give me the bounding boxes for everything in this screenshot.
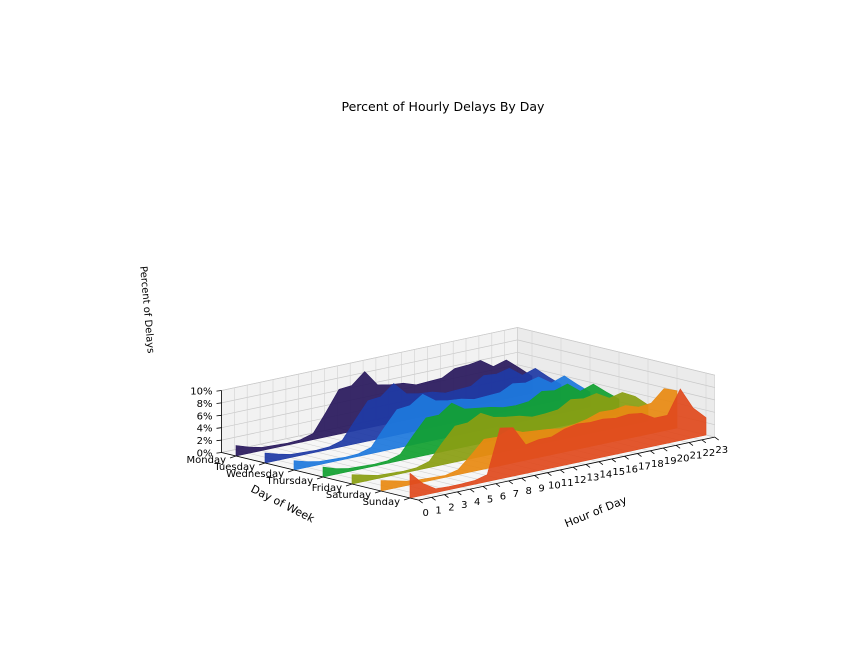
z-tick: [216, 427, 222, 429]
y-axis-label: Day of Week: [249, 482, 317, 525]
hour-tick-label: 18: [651, 459, 664, 470]
hour-gridline: [234, 387, 432, 498]
hour-tick: [547, 472, 552, 477]
hour-tick-label: 10: [548, 481, 561, 492]
hour-tick-label: 7: [513, 489, 519, 500]
day-tick: [258, 462, 266, 466]
hour-tick-label: 0: [423, 508, 429, 519]
hour-tick-label: 16: [625, 464, 638, 475]
day-tick: [316, 476, 324, 480]
z-tick-label: 8%: [197, 399, 213, 410]
hour-tick-label: 21: [690, 451, 703, 462]
hour-tick-label: 8: [525, 486, 531, 497]
hour-gridline: [311, 371, 509, 482]
hour-tick-label: 17: [638, 462, 651, 473]
z-tick: [216, 402, 222, 404]
day-tick: [287, 469, 295, 473]
axes-layer: 0% 2%4% 6%8%10% MondayTuesdayWednesdayThurs…: [187, 387, 729, 520]
hour-tick-label: 13: [587, 472, 600, 483]
hour-tick-label: 23: [715, 445, 728, 456]
hour-tick: [585, 464, 591, 468]
z-tick: [216, 439, 222, 442]
hour-tick: [444, 494, 449, 498]
hour-tick: [650, 450, 655, 455]
hour-tick: [469, 488, 475, 493]
hour-tick-label: 9: [538, 483, 544, 494]
day-tick-label: Sunday: [363, 497, 400, 508]
hour-tick-label: 6: [500, 492, 506, 503]
hour-gridline: [285, 376, 484, 487]
day-axis-line: [221, 452, 419, 501]
hour-tick: [431, 497, 436, 501]
day-tick-label: Saturday: [326, 490, 371, 501]
hour-axis-line: [418, 436, 715, 501]
hour-tick-label: 4: [474, 497, 480, 508]
z-tick: [216, 390, 222, 392]
hour-tick: [534, 475, 539, 479]
z-tick: [216, 452, 222, 454]
z-tick-label: 2%: [197, 436, 213, 447]
chart-title: Percent of Hourly Delays By Day: [342, 99, 546, 114]
hour-tick: [598, 461, 604, 466]
hour-tick: [521, 477, 526, 482]
z-tick-label: 6%: [197, 411, 213, 422]
hour-tick: [701, 439, 707, 444]
hour-tick: [688, 442, 694, 446]
day-tick: [403, 497, 411, 501]
hour-tick: [624, 455, 629, 460]
day-tick: [345, 483, 353, 487]
day-tick-label: Thursday: [266, 476, 314, 487]
x-axis-label: Hour of Day: [563, 493, 629, 530]
z-tick-label: 10%: [190, 387, 212, 398]
hour-tick: [611, 458, 616, 463]
z-axis-label: Percent of Delays: [137, 266, 156, 354]
hour-tick-label: 12: [574, 475, 587, 486]
hour-tick-label: 14: [600, 470, 613, 481]
hour-tick: [714, 436, 719, 441]
hour-gridline: [259, 382, 458, 493]
day-tick: [374, 490, 382, 494]
hour-tick: [508, 480, 514, 485]
hour-tick-label: 22: [702, 448, 715, 459]
hour-tick-label: 15: [612, 467, 625, 478]
series-area-saturday: [380, 388, 678, 492]
hour-tick: [637, 453, 642, 457]
day-tick: [229, 455, 237, 459]
hour-tick-label: 5: [487, 494, 493, 505]
hour-tick: [572, 466, 578, 471]
hour-tick: [675, 444, 681, 449]
hour-tick-label: 20: [677, 453, 690, 464]
z-tick-label: 4%: [197, 424, 213, 435]
hour-tick-label: 1: [435, 505, 441, 516]
day-tick-label: Monday: [187, 455, 227, 466]
series-layer: [235, 359, 707, 499]
day-tick-label: Wednesday: [226, 469, 284, 480]
z-tick-label: 0%: [197, 449, 213, 460]
hour-tick: [495, 483, 501, 487]
day-tick-label: Friday: [312, 483, 342, 494]
hour-tick-label: 3: [461, 500, 467, 511]
hour-tick: [457, 491, 462, 496]
hour-gridline: [272, 379, 471, 490]
day-tick-label: Tuesday: [213, 462, 255, 473]
z-tick: [216, 414, 222, 417]
hour-tick-label: 11: [561, 478, 574, 489]
hour-tick: [418, 499, 423, 504]
hour-tick-label: 2: [448, 503, 454, 514]
hour-tick: [560, 469, 565, 474]
hour-gridline: [298, 374, 496, 484]
hour-tick: [662, 447, 668, 452]
hour-tick-label: 19: [664, 456, 677, 467]
series-area-sunday: [409, 388, 707, 499]
hour-tick: [482, 486, 488, 490]
